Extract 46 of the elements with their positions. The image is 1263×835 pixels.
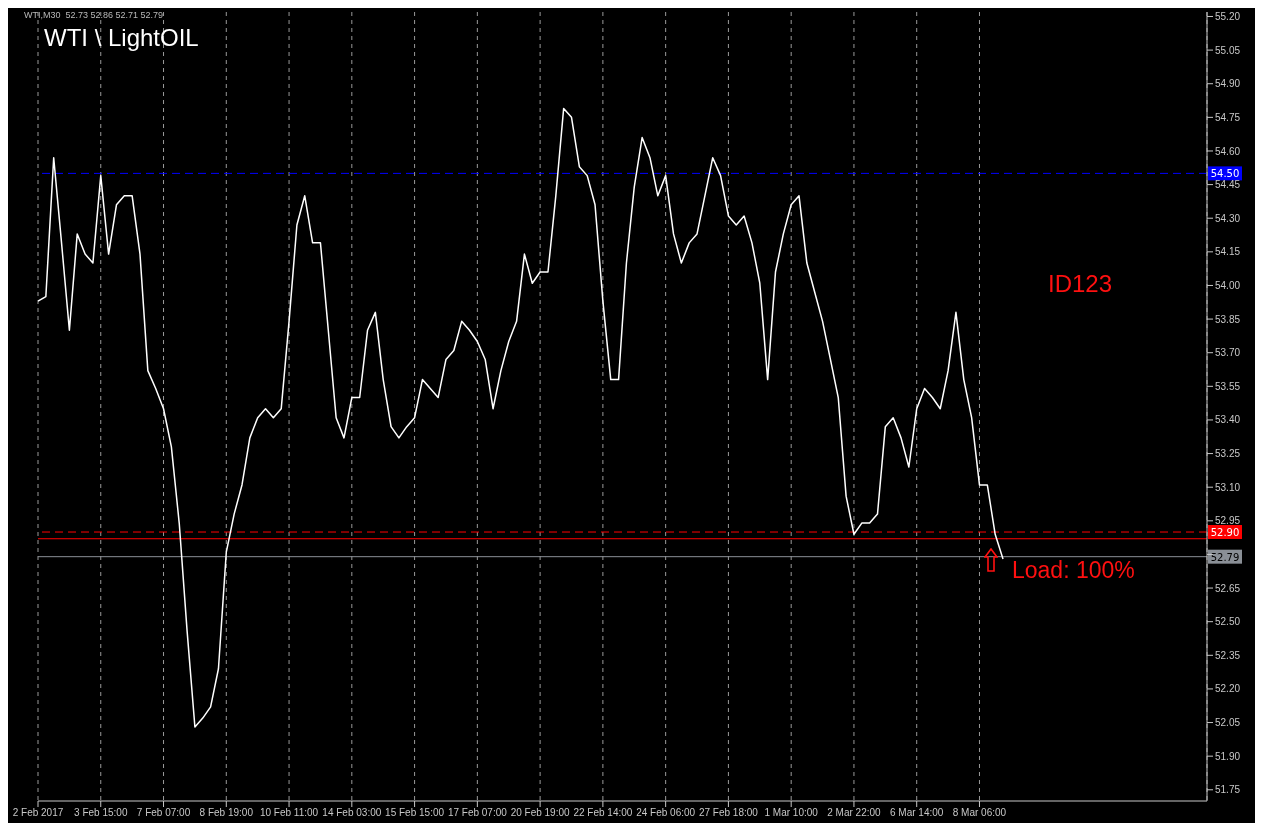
y-tick-label: 52.20 (1215, 683, 1241, 695)
y-tick-label: 54.30 (1215, 212, 1241, 224)
y-tick-label: 53.70 (1215, 347, 1241, 359)
y-tick-label: 52.50 (1215, 616, 1241, 628)
y-tick-label: 53.85 (1215, 313, 1241, 325)
x-tick-label: 22 Feb 14:00 (573, 807, 633, 819)
y-tick-label: 54.60 (1215, 145, 1241, 157)
y-tick-label: 52.95 (1215, 515, 1241, 527)
y-tick-label: 54.45 (1215, 179, 1241, 191)
text: WTI \ LightOIL (44, 24, 199, 52)
y-tick-label: 54.00 (1215, 280, 1241, 292)
x-tick-label: 10 Feb 11:00 (259, 807, 319, 819)
annotation: Load: 100% (1012, 557, 1135, 584)
x-tick-label: 27 Feb 18:00 (698, 807, 759, 819)
y-tick-label: 51.90 (1215, 750, 1241, 762)
x-tick-label: 20 Feb 19:00 (510, 807, 571, 819)
y-tick-label: 54.75 (1215, 111, 1241, 123)
x-tick-label: 3 Feb 15:00 (74, 807, 128, 819)
x-tick-label: 2 Mar 22:00 (827, 807, 882, 819)
y-tick-label: 53.25 (1215, 448, 1241, 460)
x-tick-label: 24 Feb 06:00 (636, 807, 696, 819)
y-tick-label: 53.40 (1215, 414, 1241, 426)
ref-line-label: 54.50 (1210, 168, 1240, 180)
x-tick-label: 15 Feb 15:00 (385, 807, 445, 819)
y-tick-label: 52.05 (1215, 717, 1241, 729)
y-tick-label: 52.65 (1215, 582, 1241, 594)
y-tick-label: 55.05 (1215, 44, 1241, 56)
y-tick-label: 54.15 (1215, 246, 1241, 258)
y-tick-label: 51.75 (1215, 784, 1241, 796)
y-tick-label: 54.90 (1215, 78, 1241, 90)
x-tick-label: 8 Feb 19:00 (199, 807, 254, 819)
y-tick-label: 53.55 (1215, 380, 1241, 392)
y-tick-label: 55.20 (1215, 11, 1241, 23)
x-tick-label: 6 Mar 14:00 (890, 807, 944, 819)
annotation: ID123 (1048, 270, 1113, 298)
x-tick-label: 17 Feb 07:00 (447, 807, 508, 819)
y-tick-label: 52.35 (1215, 649, 1241, 661)
x-tick-label: 1 Mar 10:00 (764, 807, 819, 819)
x-tick-label: 2 Feb 2017 (12, 807, 64, 819)
x-tick-label: 7 Feb 07:00 (136, 807, 191, 819)
x-tick-label: 8 Mar 06:00 (952, 807, 1007, 819)
x-tick-label: 14 Feb 03:00 (322, 807, 382, 819)
ref-line-label: 52.79 (1210, 551, 1240, 563)
annotation: WTI,M30 52.73 52.86 52.71 52.79 (24, 10, 164, 20)
y-tick-label: 53.10 (1215, 481, 1241, 493)
ref-line-label: 52.90 (1210, 527, 1240, 539)
